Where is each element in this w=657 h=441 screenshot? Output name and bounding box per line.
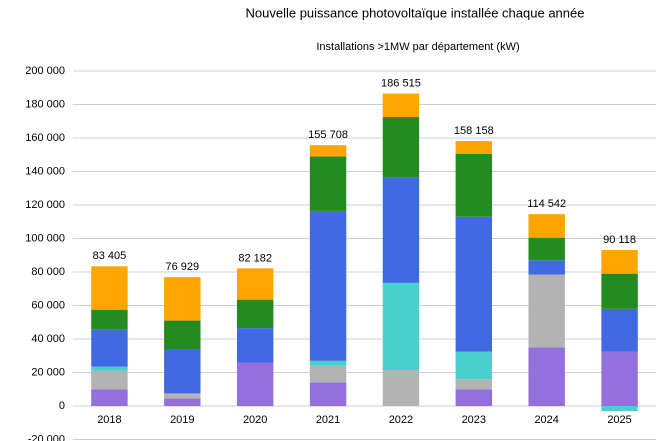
bar-segment [601,308,638,352]
y-tick-label: 0 [59,400,65,412]
bar-segment [601,351,638,406]
bar-segment [455,153,493,217]
total-label: 155 708 [308,129,348,141]
bar-segment [455,351,493,380]
y-tick-label: 40 000 [31,333,65,345]
total-label: 158 158 [454,125,494,137]
x-tick-label: 2025 [607,414,631,426]
bar-segment [309,145,347,157]
y-tick-label: 120 000 [25,199,65,211]
bar-segment [382,369,420,406]
y-tick-label: 160 000 [25,132,65,144]
y-tick-label: 60 000 [31,299,65,311]
bar-segment [309,382,347,406]
bar-segment [91,309,128,330]
bar-segment [455,389,493,406]
y-tick-label: 180 000 [25,98,65,110]
total-label: 90 118 [603,234,636,246]
bar-segment [164,398,201,406]
total-label: 83 405 [93,250,127,262]
bar-segment [455,141,493,154]
bar-segment [455,379,493,390]
bar-segment [309,360,347,366]
bar-segment [382,117,420,178]
bar-segment [236,328,274,363]
bar-segment [309,365,347,383]
total-label: 114 542 [527,198,566,210]
bar-segment [601,273,638,309]
y-tick-label: -20 000 [28,433,65,441]
y-tick-label: 80 000 [31,266,65,278]
bar-segment [382,282,420,370]
bar-segment [91,389,128,406]
bar-segment [91,366,128,371]
bar-segment [236,362,274,406]
bar-segment [236,268,274,300]
chart-title: Nouvelle puissance photovoltaïque instal… [246,5,585,20]
y-tick-label: 200 000 [25,65,65,77]
y-tick-label: 20 000 [31,366,65,378]
total-label: 186 515 [381,77,421,89]
bar-segment [528,274,565,348]
bar-segment [601,250,638,274]
x-tick-label: 2021 [316,414,340,426]
chart-subtitle: Installations >1MW par département (kW) [316,41,519,53]
total-label: 76 929 [165,261,199,273]
x-tick-label: 2022 [389,414,413,426]
bar-segment [382,93,420,118]
x-tick-label: 2019 [170,414,194,426]
bar-segment [164,349,201,394]
total-label: 82 182 [238,252,272,264]
bar-segment [382,177,420,283]
bar-segment [528,214,565,238]
bar-segment [528,347,565,406]
bar-segment [91,266,128,310]
x-tick-label: 2018 [97,414,121,426]
bar-segment [236,299,274,329]
bar-segment [309,210,347,361]
bar-segment [91,370,128,390]
bar-segment [528,237,565,261]
bar-segment [91,329,128,367]
bar-segment [164,393,201,399]
bar-segment [164,320,201,350]
bar-segment [455,216,493,352]
bar-segment [309,156,347,211]
bar-segment [601,406,638,412]
bar-segment [528,260,565,275]
y-tick-label: 100 000 [25,232,65,244]
bar-segment [164,277,201,321]
x-tick-label: 2024 [534,414,558,426]
x-tick-label: 2023 [462,414,486,426]
x-tick-label: 2020 [243,414,267,426]
y-tick-label: 140 000 [25,165,65,177]
